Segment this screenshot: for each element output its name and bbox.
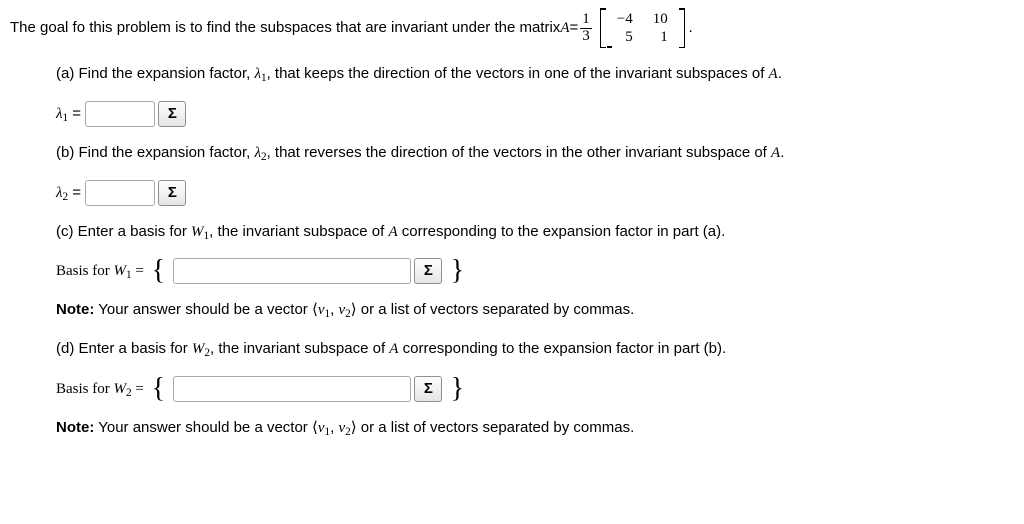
part-a-input-row: λ1 = Σ <box>10 101 1014 127</box>
part-c-text: (c) Enter a basis for W1, the invariant … <box>10 220 1014 245</box>
c-rest1: , the invariant subspace of <box>209 223 388 240</box>
c-eq: = <box>132 263 148 279</box>
a-eq: = <box>68 105 85 122</box>
basis-w1-input[interactable] <box>173 258 411 284</box>
one-third-fraction: 1 3 <box>580 12 592 45</box>
note-bold-c: Note: <box>56 301 94 318</box>
a-period: . <box>778 65 782 82</box>
lambda2-input[interactable] <box>85 180 155 206</box>
part-d-text: (d) Enter a basis for W2, the invariant … <box>10 337 1014 362</box>
m12: 10 <box>643 10 678 28</box>
note-t2-d: or a list of vectors separated by commas… <box>357 419 635 436</box>
part-b-text: (b) Find the expansion factor, λ2, that … <box>10 141 1014 166</box>
basis-w2-input[interactable] <box>173 376 411 402</box>
c-A: A <box>388 224 397 240</box>
c-rest2: corresponding to the expansion factor in… <box>398 223 726 240</box>
note-d: Note: Your answer should be a vector ⟨v1… <box>10 416 1014 441</box>
lambda1-input[interactable] <box>85 101 155 127</box>
b-eq: = <box>68 184 85 201</box>
sigma-button-b[interactable]: Σ <box>158 180 186 206</box>
matrix-table: −4 10 5 1 <box>607 10 678 46</box>
a-label: (a) Find the expansion factor, <box>56 65 254 82</box>
c-label: (c) Enter a basis for <box>56 223 191 240</box>
matrix-brackets: −4 10 5 1 <box>600 8 685 48</box>
m22: 1 <box>643 28 678 46</box>
b-period: . <box>780 144 784 161</box>
d-basis-W: W <box>114 381 127 397</box>
note-v1-d: v <box>318 420 325 436</box>
intro-period: . <box>689 16 693 40</box>
b-A: A <box>771 145 780 161</box>
c-basis-text: Basis for <box>56 263 114 279</box>
a-rest: , that keeps the direction of the vector… <box>267 65 769 82</box>
d-rest1: , the invariant subspace of <box>210 340 389 357</box>
close-brace-d: } <box>447 373 468 404</box>
sigma-button-d[interactable]: Σ <box>414 376 442 402</box>
d-eq: = <box>132 381 148 397</box>
problem-intro: The goal fo this problem is to find the … <box>10 8 1014 48</box>
open-brace-d: { <box>148 373 169 404</box>
m21: 5 <box>607 28 643 46</box>
note-bold-d: Note: <box>56 419 94 436</box>
close-brace-c: } <box>447 255 468 286</box>
d-rest2: corresponding to the expansion factor in… <box>398 340 726 357</box>
equals-sign: = <box>569 16 578 40</box>
m11: −4 <box>607 10 643 28</box>
part-d-input-row: Basis for W2 = { Σ } <box>10 376 1014 402</box>
open-brace-c: { <box>148 255 169 286</box>
frac-numerator: 1 <box>580 12 592 29</box>
a-A: A <box>769 66 778 82</box>
part-a-text: (a) Find the expansion factor, λ1, that … <box>10 62 1014 87</box>
d-W: W <box>192 341 205 357</box>
d-label: (d) Enter a basis for <box>56 340 192 357</box>
intro-text: The goal fo this problem is to find the … <box>10 16 560 40</box>
matrix-A-symbol: A <box>560 16 569 40</box>
sigma-button-a[interactable]: Σ <box>158 101 186 127</box>
note-c: Note: Your answer should be a vector ⟨v1… <box>10 298 1014 323</box>
c-W: W <box>191 224 204 240</box>
part-b-input-row: λ2 = Σ <box>10 180 1014 206</box>
d-basis-text: Basis for <box>56 381 114 397</box>
frac-denominator: 3 <box>580 29 592 45</box>
sigma-button-c[interactable]: Σ <box>414 258 442 284</box>
note-t2-c: or a list of vectors separated by commas… <box>357 301 635 318</box>
note-t1-c: Your answer should be a vector <box>94 301 312 318</box>
c-basis-W: W <box>114 263 127 279</box>
b-label: (b) Find the expansion factor, <box>56 144 254 161</box>
part-c-input-row: Basis for W1 = { Σ } <box>10 258 1014 284</box>
note-v1-c: v <box>318 302 325 318</box>
b-rest: , that reverses the direction of the vec… <box>267 144 771 161</box>
note-t1-d: Your answer should be a vector <box>94 419 312 436</box>
